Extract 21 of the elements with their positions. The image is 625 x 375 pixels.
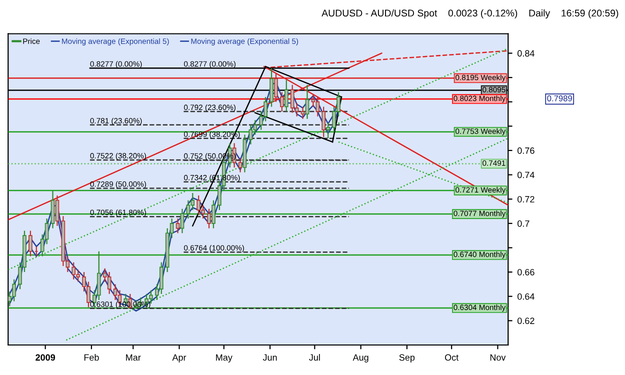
x-tick-label: May: [216, 354, 232, 362]
x-tick-label: Nov: [490, 354, 506, 361]
text: 0.7989: [547, 95, 572, 102]
x-tick-label: Oct: [444, 354, 459, 361]
x-tick-label: Apr: [172, 354, 186, 362]
y-tick-label: 0.72: [518, 196, 534, 202]
x-tick-label: Mar: [126, 354, 141, 361]
x-tick-label: Aug: [352, 354, 368, 362]
y-tick-label: 0.7: [518, 220, 530, 227]
y-tick-label: 0.76: [518, 147, 534, 154]
chart-title: AUDUSD - AUD/USD Spot 0.0023 (-0.12%) Daily 16:59 (20:59): [322, 9, 618, 18]
y-tick-label: 0.84: [518, 50, 534, 57]
x-tick-label: 2009: [36, 354, 56, 361]
x-tick-label: Feb: [84, 354, 99, 361]
x-tick-label: Jun: [262, 354, 277, 361]
y-tick-label: 0.66: [518, 269, 534, 276]
y-tick-label: 0.64: [518, 293, 534, 300]
x-tick-label: Jul: [309, 354, 320, 361]
y-tick-label: 0.62: [518, 318, 534, 324]
y-tick-label: 0.74: [518, 172, 534, 178]
x-tick-label: Sep: [399, 354, 415, 362]
